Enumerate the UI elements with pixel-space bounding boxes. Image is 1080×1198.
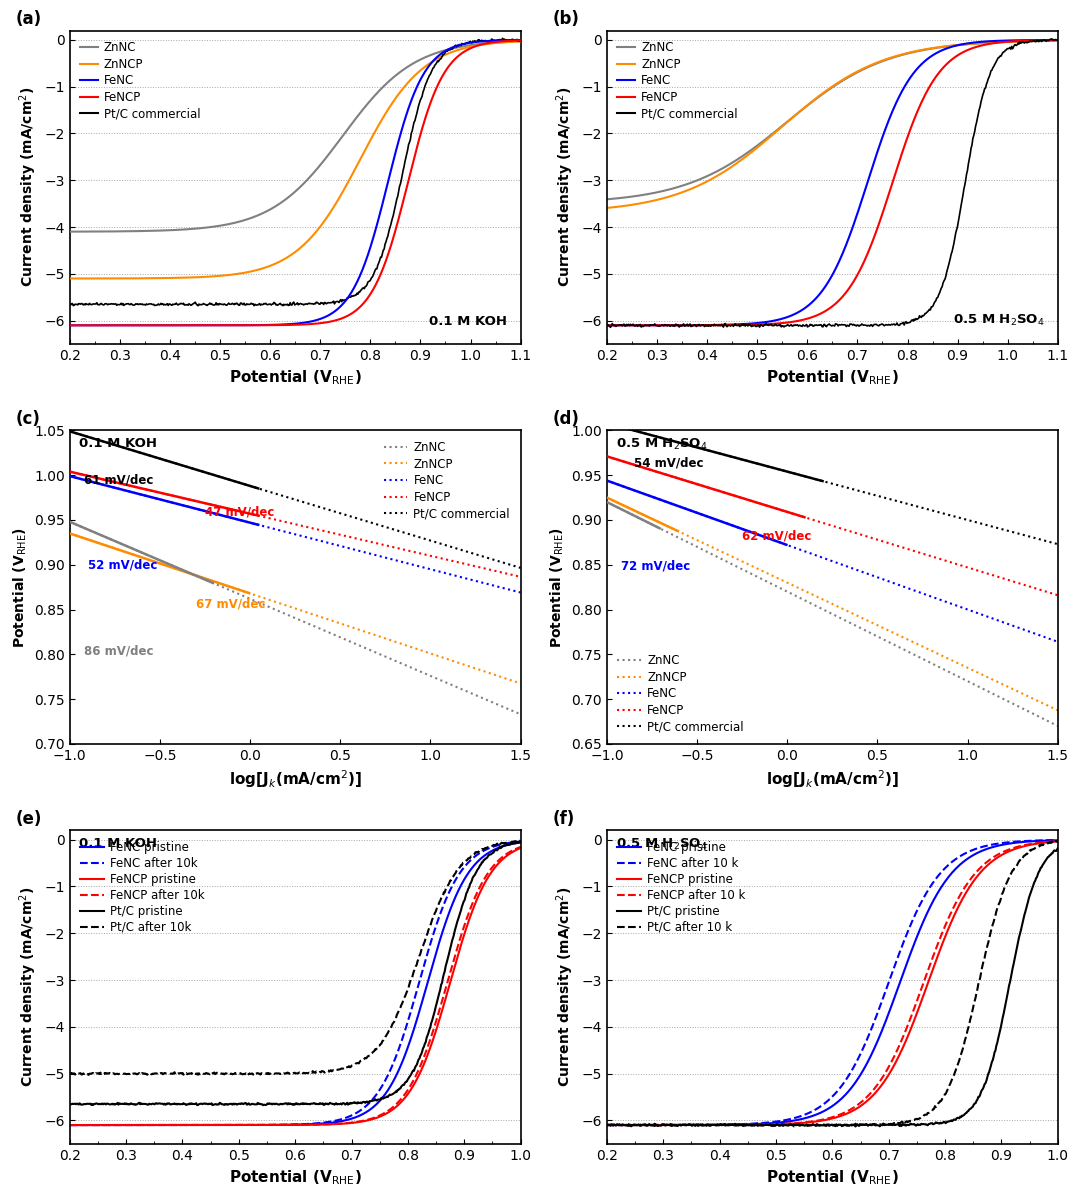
Text: 61 mV/dec: 61 mV/dec (84, 473, 153, 486)
Y-axis label: Potential (V$_{\rm RHE}$): Potential (V$_{\rm RHE}$) (11, 527, 28, 648)
X-axis label: log[J$_k$(mA/cm$^2$)]: log[J$_k$(mA/cm$^2$)] (766, 768, 899, 789)
Text: 0.1 M KOH: 0.1 M KOH (79, 437, 157, 449)
Text: 86 mV/dec: 86 mV/dec (84, 645, 153, 658)
Text: 47 mV/dec: 47 mV/dec (205, 506, 274, 519)
Text: 0.1 M KOH: 0.1 M KOH (429, 315, 508, 328)
Text: (b): (b) (553, 11, 580, 29)
Legend: ZnNC, ZnNCP, FeNC, FeNCP, Pt/C commercial: ZnNC, ZnNCP, FeNC, FeNCP, Pt/C commercia… (612, 649, 748, 738)
Text: 54 mV/dec: 54 mV/dec (634, 456, 703, 470)
Text: (d): (d) (553, 410, 580, 428)
Text: 0.5 M H$_2$SO$_4$: 0.5 M H$_2$SO$_4$ (953, 313, 1044, 328)
Text: (f): (f) (553, 810, 575, 828)
Y-axis label: Potential (V$_{\rm RHE}$): Potential (V$_{\rm RHE}$) (549, 527, 566, 648)
Text: 0.5 M H$_2$SO$_4$: 0.5 M H$_2$SO$_4$ (616, 437, 707, 452)
X-axis label: Potential (V$_{\rm RHE}$): Potential (V$_{\rm RHE}$) (766, 1168, 899, 1187)
Legend: ZnNC, ZnNCP, FeNC, FeNCP, Pt/C commercial: ZnNC, ZnNCP, FeNC, FeNCP, Pt/C commercia… (612, 36, 742, 125)
Legend: FeNC pristine, FeNC after 10 k, FeNCP pristine, FeNCP after 10 k, Pt/C pristine,: FeNC pristine, FeNC after 10 k, FeNCP pr… (612, 836, 751, 938)
Legend: ZnNC, ZnNCP, FeNC, FeNCP, Pt/C commercial: ZnNC, ZnNCP, FeNC, FeNCP, Pt/C commercia… (76, 36, 205, 125)
Text: 62 mV/dec: 62 mV/dec (742, 530, 811, 543)
Text: 52 mV/dec: 52 mV/dec (87, 558, 157, 571)
Y-axis label: Current density (mA/cm$^2$): Current density (mA/cm$^2$) (554, 887, 576, 1088)
Text: 72 mV/dec: 72 mV/dec (621, 559, 690, 573)
X-axis label: log[J$_k$(mA/cm$^2$)]: log[J$_k$(mA/cm$^2$)] (229, 768, 362, 789)
X-axis label: Potential (V$_{\rm RHE}$): Potential (V$_{\rm RHE}$) (229, 369, 362, 387)
Text: 0.1 M KOH: 0.1 M KOH (79, 836, 157, 849)
Text: 67 mV/dec: 67 mV/dec (195, 598, 266, 611)
Y-axis label: Current density (mA/cm$^2$): Current density (mA/cm$^2$) (17, 887, 39, 1088)
Y-axis label: Current density (mA/cm$^2$): Current density (mA/cm$^2$) (17, 87, 39, 288)
Legend: FeNC pristine, FeNC after 10k, FeNCP pristine, FeNCP after 10k, Pt/C pristine, P: FeNC pristine, FeNC after 10k, FeNCP pri… (76, 836, 210, 938)
Y-axis label: Current density (mA/cm$^2$): Current density (mA/cm$^2$) (554, 87, 576, 288)
Text: 0.5 M H$_2$SO$_4$: 0.5 M H$_2$SO$_4$ (616, 836, 707, 852)
Text: (a): (a) (15, 11, 42, 29)
X-axis label: Potential (V$_{\rm RHE}$): Potential (V$_{\rm RHE}$) (766, 369, 899, 387)
Legend: ZnNC, ZnNCP, FeNC, FeNCP, Pt/C commercial: ZnNC, ZnNCP, FeNC, FeNCP, Pt/C commercia… (379, 436, 515, 525)
X-axis label: Potential (V$_{\rm RHE}$): Potential (V$_{\rm RHE}$) (229, 1168, 362, 1187)
Text: (e): (e) (15, 810, 42, 828)
Text: (c): (c) (15, 410, 40, 428)
